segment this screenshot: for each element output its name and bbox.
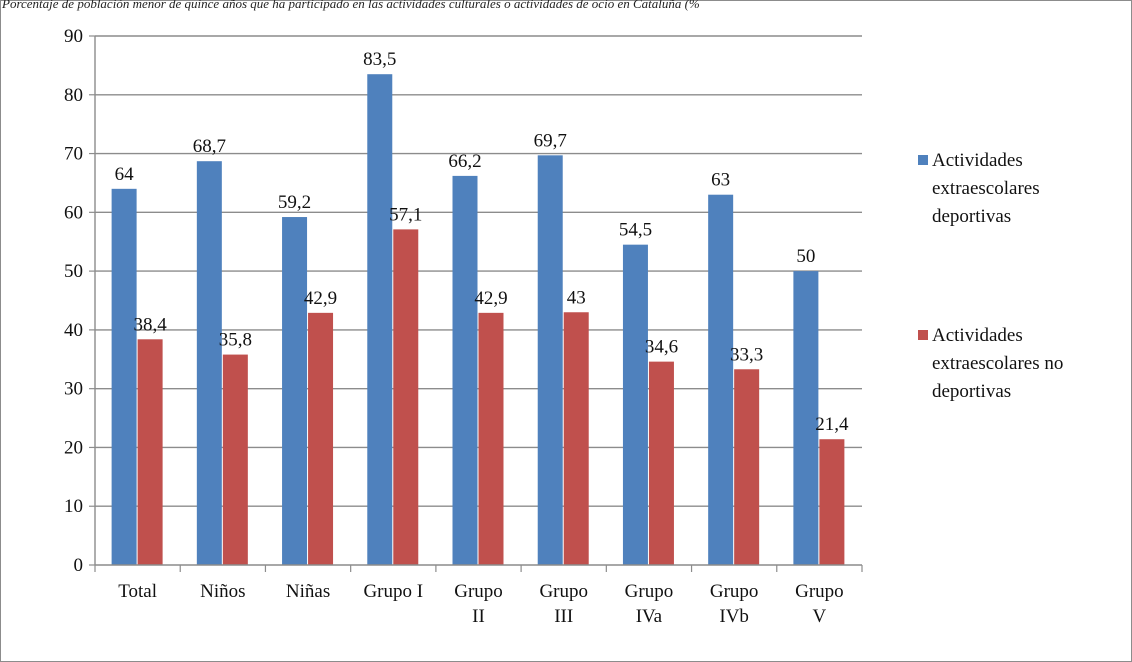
data-label: 57,1 [389,204,422,225]
data-label: 34,6 [645,337,678,358]
data-label: 68,7 [193,136,226,157]
legend-label: Actividades [932,150,1023,171]
bar-no-deportivas [137,339,163,565]
bar-no-deportivas [308,312,334,565]
legend-label: deportivas [932,381,1011,402]
x-tick-label: III [554,606,573,627]
data-label: 64 [115,164,135,185]
x-tick-label: Grupo [454,581,503,602]
x-tick-label: Niños [200,581,245,602]
data-label: 59,2 [278,192,311,213]
data-label: 33,3 [730,344,763,365]
bar-no-deportivas [648,361,674,565]
legend-label: extraescolares no [932,353,1063,374]
y-tick-label: 0 [74,555,84,576]
y-tick-label: 40 [64,320,83,341]
bar-deportivas [111,188,137,566]
x-tick-label: II [472,606,485,627]
y-tick-label: 30 [64,379,83,400]
data-label: 69,7 [534,130,567,151]
bar-no-deportivas [819,439,845,565]
data-label: 21,4 [815,414,849,435]
bar-no-deportivas [478,312,504,565]
x-tick-label: Total [118,581,157,602]
bars [111,74,845,566]
data-label: 42,9 [474,288,507,309]
x-tick-label: Grupo [710,581,759,602]
data-label: 35,8 [219,330,252,351]
legend-swatch [918,330,928,340]
data-label: 54,5 [619,220,652,241]
data-label: 38,4 [133,314,167,335]
data-label: 66,2 [448,151,481,172]
bar-deportivas [793,271,819,565]
bar-deportivas [622,244,648,565]
x-tick-label: Grupo [539,581,588,602]
x-tick-label: Grupo [625,581,674,602]
legend: Actividades extraescolares deportivas Activ… [918,150,1063,402]
axes: 0 10 20 30 40 50 60 70 80 90 Total Niños Niñas Grupo … [64,26,863,627]
bar-deportivas [367,74,393,565]
data-label: 63 [711,170,730,191]
legend-label: deportivas [932,206,1011,227]
data-label: 43 [567,287,586,308]
data-label: 83,5 [363,49,396,70]
y-tick-label: 90 [64,26,83,47]
bar-no-deportivas [563,312,589,565]
bar-deportivas [537,155,563,565]
bar-deportivas [708,194,734,565]
bar-no-deportivas [393,229,419,565]
bar-deportivas [282,217,308,565]
y-tick-label: 10 [64,496,83,517]
x-tick-label: Niñas [286,581,330,602]
x-tick-label: IVa [636,606,663,627]
bar-deportivas [452,175,478,565]
chart-caption: Porcentaje de población menor de quince … [1,0,700,11]
y-tick-label: 80 [64,85,83,106]
y-tick-label: 50 [64,261,83,282]
data-label: 50 [796,246,815,267]
legend-swatch [918,155,928,165]
x-tick-label: Grupo [795,581,844,602]
y-tick-label: 70 [64,144,83,165]
data-labels: 64 38,4 68,7 35,8 59,2 42,9 83,5 57,1 66,2 42,9 69… [115,49,849,435]
x-tick-label: IVb [719,606,749,627]
bar-no-deportivas [734,369,760,565]
data-label: 42,9 [304,288,337,309]
legend-label: Actividades [932,325,1023,346]
bar-deportivas [196,161,222,566]
y-tick-label: 20 [64,437,83,458]
x-tick-label: Grupo I [363,581,423,602]
y-tick-label: 60 [64,202,83,223]
x-tick-label: V [813,606,827,627]
bar-no-deportivas [222,354,248,565]
legend-label: extraescolares [932,178,1040,199]
